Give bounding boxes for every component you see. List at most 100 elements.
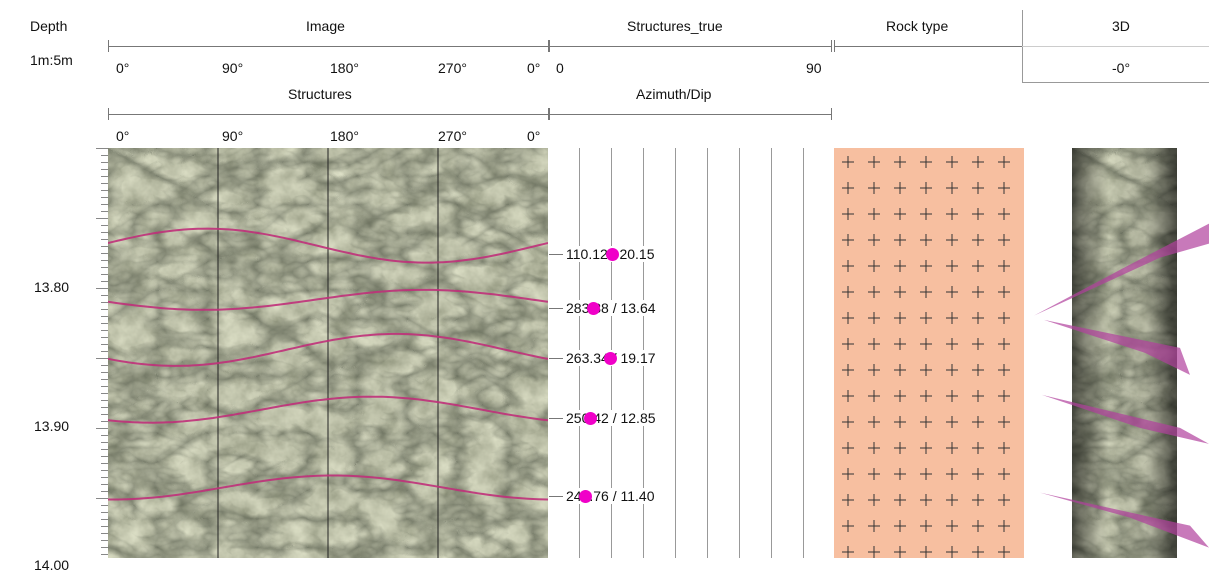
tadpole-label: 283.88 / 13.64: [565, 299, 657, 316]
rock-pattern-cross: [894, 364, 906, 376]
rock-pattern-cross: [946, 520, 958, 532]
rock-pattern-cross: [998, 494, 1010, 506]
rock-pattern-cross: [972, 260, 984, 272]
tadpole-dot[interactable]: [579, 489, 592, 503]
rock-pattern-cross: [894, 234, 906, 246]
rock-pattern-cross: [842, 494, 854, 506]
rock-pattern-cross: [868, 286, 880, 298]
rock-type-header: Rock type: [886, 18, 949, 34]
rock-pattern-cross: [868, 442, 880, 454]
rock-pattern-cross: [920, 416, 932, 428]
rock-pattern-cross: [946, 260, 958, 272]
rock-pattern-cross: [868, 364, 880, 376]
rock-pattern-cross: [920, 156, 932, 168]
rock-pattern-cross: [842, 416, 854, 428]
rock-pattern: [842, 156, 1010, 558]
3d-core-track[interactable]: [1030, 148, 1209, 558]
structures-tick-label: 90°: [222, 128, 244, 144]
rock-pattern-cross: [946, 494, 958, 506]
rock-pattern-cross: [894, 182, 906, 194]
structures-true-tick-min: 0: [556, 60, 564, 76]
rock-pattern-cross: [946, 156, 958, 168]
rock-pattern-cross: [920, 312, 932, 324]
tadpole-dot[interactable]: [606, 247, 619, 261]
tadpole-tick: [549, 357, 563, 359]
rock-pattern-cross: [972, 312, 984, 324]
image-grid-lines: [217, 148, 439, 558]
image-tick-label: 270°: [438, 60, 467, 76]
rock-pattern-cross: [998, 338, 1010, 350]
structures-true-grid-line: [803, 148, 804, 558]
rock-pattern-cross: [946, 442, 958, 454]
rock-pattern-cross: [946, 390, 958, 402]
3d-structure-plane: [1042, 394, 1209, 444]
rock-pattern-cross: [946, 364, 958, 376]
rock-pattern-cross: [972, 468, 984, 480]
rock-pattern-cross: [842, 182, 854, 194]
structures-true-tick-max: 90: [806, 60, 822, 76]
rock-pattern-cross: [972, 208, 984, 220]
rock-pattern-cross: [894, 208, 906, 220]
rock-pattern-cross: [894, 390, 906, 402]
rock-pattern-cross: [998, 234, 1010, 246]
3d-header: 3D: [1112, 18, 1130, 34]
rock-pattern-cross: [868, 390, 880, 402]
rock-pattern-cross: [998, 546, 1010, 558]
azimuth-dip-header: Azimuth/Dip: [636, 86, 712, 102]
rock-pattern-cross: [894, 338, 906, 350]
rock-pattern-cross: [868, 494, 880, 506]
rock-pattern-cross: [842, 546, 854, 558]
rock-pattern-cross: [868, 468, 880, 480]
borehole-image-track[interactable]: [108, 148, 548, 558]
rock-pattern-cross: [894, 286, 906, 298]
tadpole-dot[interactable]: [587, 301, 600, 315]
rock-pattern-cross: [842, 286, 854, 298]
tadpole-dot[interactable]: [584, 411, 597, 425]
rock-pattern-cross: [842, 260, 854, 272]
rock-type-track[interactable]: [834, 148, 1024, 558]
rock-pattern-cross: [920, 208, 932, 220]
rock-type-scale-line: [834, 46, 1024, 47]
rock-pattern-cross: [998, 156, 1010, 168]
tadpole-dot[interactable]: [604, 351, 617, 365]
rock-pattern-cross: [894, 520, 906, 532]
structure-sine-trace: [108, 288, 548, 311]
rock-pattern-cross: [946, 416, 958, 428]
depth-label: 13.80: [34, 279, 70, 295]
depth-label: 13.90: [34, 418, 70, 434]
rock-pattern-cross: [842, 312, 854, 324]
rock-pattern-cross: [998, 312, 1010, 324]
rock-pattern-cross: [868, 182, 880, 194]
image-tick-label: 0°: [116, 60, 130, 76]
rock-pattern-cross: [998, 286, 1010, 298]
rock-pattern-cross: [972, 182, 984, 194]
3d-structure-plane: [1040, 492, 1209, 548]
depth-ruler: [96, 148, 108, 555]
depth-label: 14.00: [34, 557, 70, 573]
rock-pattern-cross: [842, 208, 854, 220]
rock-pattern-cross: [946, 468, 958, 480]
structures-scale-line: [108, 114, 548, 115]
rock-pattern-cross: [894, 156, 906, 168]
rock-pattern-cross: [998, 416, 1010, 428]
3d-rotation-value: -0°: [1112, 60, 1131, 76]
structure-sine-trace: [108, 332, 548, 367]
rock-pattern-cross: [972, 338, 984, 350]
rock-pattern-cross: [972, 286, 984, 298]
rock-pattern-cross: [946, 208, 958, 220]
3d-structure-plane: [1034, 223, 1209, 316]
borehole-image: [108, 148, 548, 558]
image-header: Image: [306, 18, 345, 34]
tadpole-tick: [549, 307, 563, 309]
structure-sine-traces: [108, 227, 548, 501]
tadpole-tick: [549, 495, 563, 497]
rock-pattern-cross: [920, 468, 932, 480]
rock-pattern-cross: [998, 442, 1010, 454]
structure-sine-trace: [108, 395, 548, 424]
rock-pattern-cross: [972, 546, 984, 558]
structures-true-grid-line: [739, 148, 740, 558]
rock-pattern-cross: [972, 520, 984, 532]
rock-pattern-cross: [972, 156, 984, 168]
rock-pattern-cross: [894, 468, 906, 480]
